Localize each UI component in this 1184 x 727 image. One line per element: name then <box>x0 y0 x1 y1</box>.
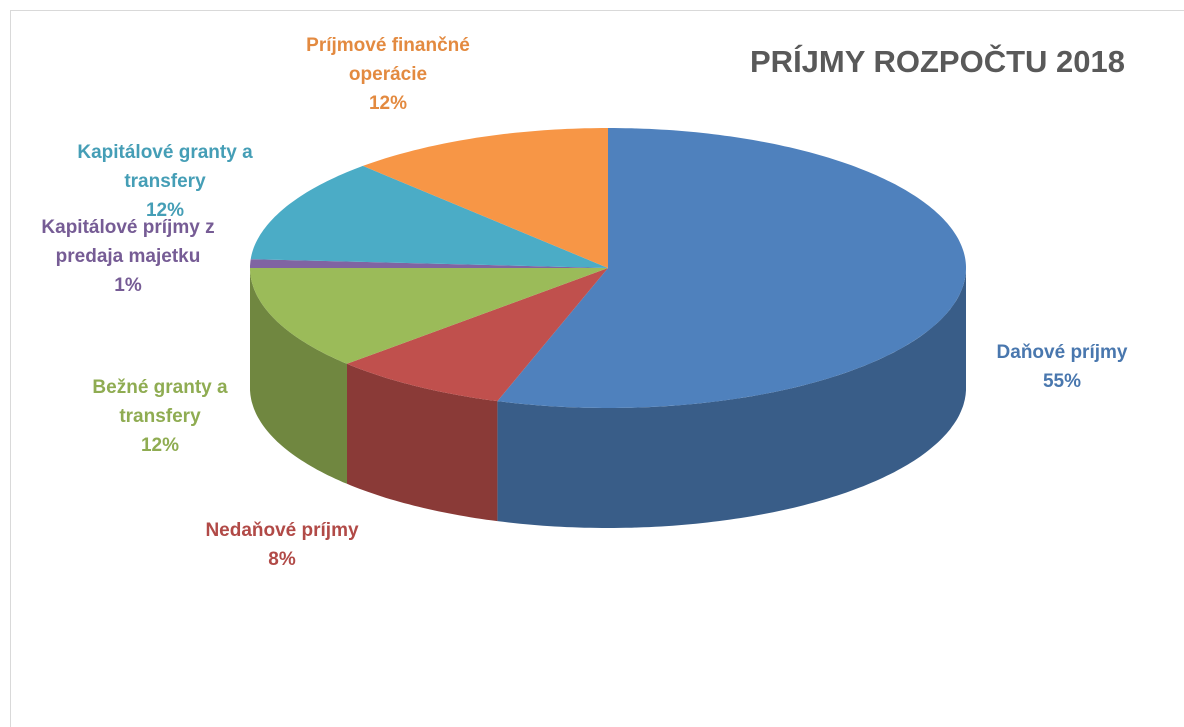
category-label: Daňové príjmy <box>996 342 1128 363</box>
value-label: 12% <box>368 93 408 114</box>
category-label: Kapitálové príjmy z predaja majetku <box>41 217 215 267</box>
slice-side <box>497 268 966 528</box>
chart-title: PRÍJMY ROZPOČTU 2018 <box>750 44 1125 79</box>
slice-top <box>250 259 608 268</box>
slice-top <box>250 268 608 364</box>
value-label: 1% <box>114 275 142 296</box>
slice <box>497 128 966 528</box>
slice <box>250 259 608 268</box>
value-label: 55% <box>1042 371 1082 392</box>
slice-side <box>250 268 347 484</box>
category-label: Nedaňové príjmy <box>205 520 359 541</box>
value-label: 12% <box>145 200 185 221</box>
slice-top <box>362 128 608 268</box>
slice-side <box>347 363 498 522</box>
slice <box>362 128 608 268</box>
slice-top <box>497 128 966 408</box>
value-label: 12% <box>140 435 180 456</box>
slice-top <box>347 268 608 402</box>
slice <box>250 165 608 268</box>
category-label: Kapitálové granty a transfery <box>77 142 253 192</box>
category-label: Bežné granty a transfery <box>92 377 228 427</box>
category-label: Príjmové finančné operácie <box>306 35 470 85</box>
slice <box>347 268 608 522</box>
chart-frame <box>10 10 1184 727</box>
value-label: 8% <box>268 549 296 570</box>
slice <box>250 268 608 484</box>
slice-top <box>250 165 608 268</box>
